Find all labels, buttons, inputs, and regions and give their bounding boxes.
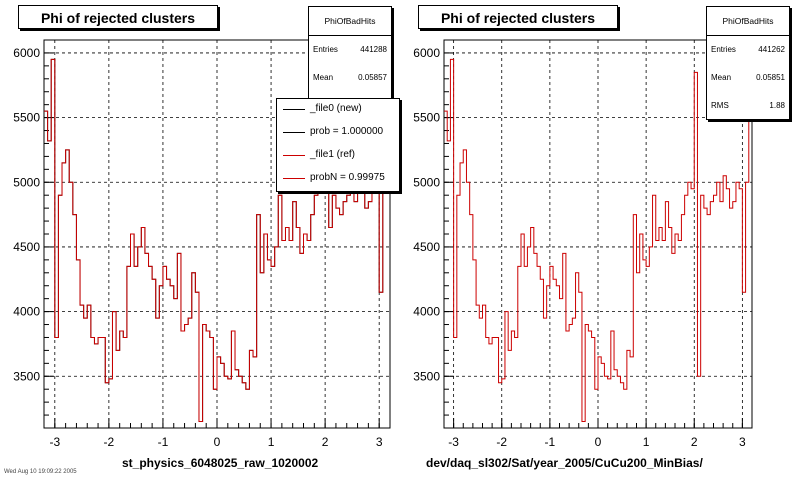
right-x-tick-label: 3 bbox=[739, 435, 746, 449]
right-x-tick-label: -2 bbox=[496, 435, 507, 449]
left-y-tick-label: 3500 bbox=[13, 369, 40, 383]
legend-entry-file1: _file1 (ref) bbox=[277, 145, 399, 167]
left-x-tick-label: 3 bbox=[376, 435, 383, 449]
left-stats-entries-value: 441288 bbox=[360, 45, 387, 54]
left-x-axis-label: st_physics_6048025_raw_1020002 bbox=[122, 456, 319, 470]
right-x-tick-label: 0 bbox=[595, 435, 602, 449]
left-x-tick-label: -3 bbox=[49, 435, 60, 449]
footer-timestamp: Wed Aug 10 19:09:22 2005 bbox=[4, 469, 77, 475]
legend-label-file0: _file0 (new) bbox=[310, 103, 362, 114]
left-y-tick-label: 5000 bbox=[13, 175, 40, 189]
left-stats-mean-label: Mean bbox=[313, 73, 334, 82]
legend-label-file1: _file1 (ref) bbox=[310, 149, 356, 160]
right-chart-title: Phi of rejected clusters bbox=[418, 5, 618, 29]
right-y-tick-label: 4000 bbox=[413, 305, 440, 319]
right-stats-box: PhiOfBadHits Entries 441262 Mean 0.05851… bbox=[706, 6, 790, 120]
right-stats-mean-value: 0.05851 bbox=[756, 73, 785, 82]
left-x-tick-label: 1 bbox=[268, 435, 275, 449]
left-stats-mean: Mean 0.05857 bbox=[309, 64, 391, 92]
left-stats-name: PhiOfBadHits bbox=[309, 7, 391, 36]
right-stats-entries-value: 441262 bbox=[758, 45, 785, 54]
right-stats-mean-label: Mean bbox=[711, 73, 732, 82]
left-y-tick-label: 4000 bbox=[13, 305, 40, 319]
right-y-tick-label: 6000 bbox=[413, 46, 440, 60]
left-y-tick-label: 4500 bbox=[13, 240, 40, 254]
right-series-0-line bbox=[444, 58, 752, 423]
left-stats-mean-value: 0.05857 bbox=[358, 73, 387, 82]
left-stats-entries-label: Entries bbox=[313, 45, 338, 54]
right-stats-rms: RMS 1.88 bbox=[707, 92, 789, 120]
left-legend: _file0 (new) prob = 1.000000 _file1 (ref… bbox=[276, 98, 400, 192]
left-x-tick-label: 2 bbox=[322, 435, 329, 449]
left-y-tick-label: 6000 bbox=[13, 46, 40, 60]
right-stats-name: PhiOfBadHits bbox=[707, 7, 789, 36]
right-y-tick-label: 3500 bbox=[413, 369, 440, 383]
legend-swatch-file0 bbox=[283, 109, 305, 110]
right-chart-canvas: -3 -2 -1 0 1 2 3 3500 4000 4500 5000 5500 6000 bbox=[413, 39, 753, 449]
legend-entry-prob: prob = 1.000000 bbox=[277, 122, 399, 144]
right-y-tick-label: 5000 bbox=[413, 175, 440, 189]
right-x-tick-label: 2 bbox=[691, 435, 698, 449]
legend-label-prob: prob = 1.000000 bbox=[310, 126, 384, 137]
right-stats-mean: Mean 0.05851 bbox=[707, 64, 789, 92]
legend-swatch-probn bbox=[283, 178, 305, 179]
left-x-tick-label: 0 bbox=[214, 435, 221, 449]
left-chart-panel: -3 -2 -1 0 1 2 3 3500 4000 4500 5000 5500 6000 Phi o… bbox=[13, 5, 400, 470]
left-series-1-line bbox=[44, 58, 390, 423]
right-x-axis-label: dev/daq_sl302/Sat/year_2005/CuCu200_MinB… bbox=[426, 456, 703, 470]
right-stats-entries-label: Entries bbox=[711, 45, 736, 54]
legend-swatch-file1 bbox=[283, 155, 305, 156]
right-y-tick-label: 5500 bbox=[413, 111, 440, 125]
left-x-tick-label: -2 bbox=[104, 435, 115, 449]
legend-entry-probn: probN = 0.99975 bbox=[277, 168, 399, 190]
legend-swatch-prob bbox=[283, 132, 305, 133]
right-stats-entries: Entries 441262 bbox=[707, 36, 789, 64]
right-stats-rms-label: RMS bbox=[711, 101, 729, 110]
legend-label-probn: probN = 0.99975 bbox=[310, 172, 385, 183]
left-chart-title: Phi of rejected clusters bbox=[18, 5, 218, 29]
left-stats-entries: Entries 441288 bbox=[309, 36, 391, 64]
right-x-tick-label: 1 bbox=[643, 435, 650, 449]
left-x-tick-label: -1 bbox=[158, 435, 169, 449]
right-x-tick-label: -1 bbox=[545, 435, 556, 449]
left-y-tick-label: 5500 bbox=[13, 111, 40, 125]
right-y-tick-label: 4500 bbox=[413, 240, 440, 254]
right-x-tick-label: -3 bbox=[448, 435, 459, 449]
right-chart-panel: -3 -2 -1 0 1 2 3 3500 4000 4500 5000 5500 6000 Phi o… bbox=[400, 0, 800, 480]
right-stats-rms-value: 1.88 bbox=[769, 101, 785, 110]
legend-entry-file0: _file0 (new) bbox=[277, 99, 399, 121]
